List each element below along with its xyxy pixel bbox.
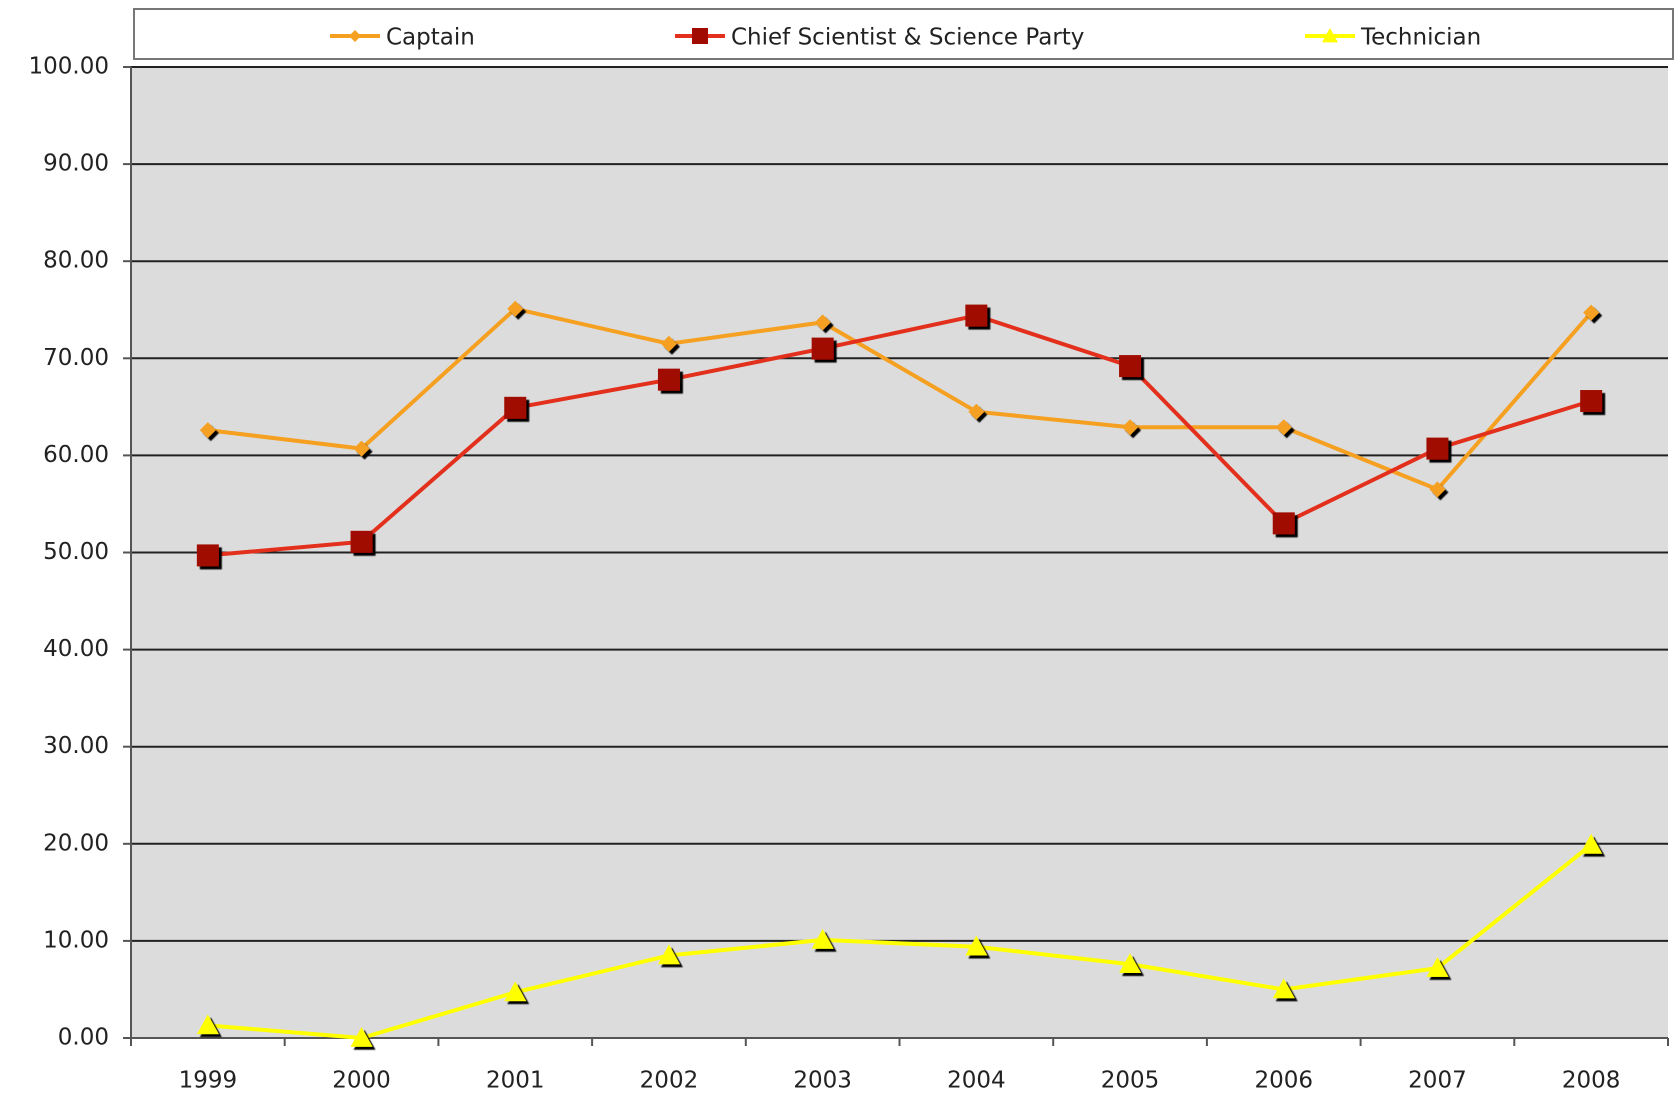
y-tick-label: 20.00	[43, 830, 109, 856]
data-point	[657, 368, 680, 391]
x-tick-label: 2004	[947, 1068, 1006, 1094]
data-point	[1275, 419, 1292, 436]
legend-marker	[1322, 28, 1338, 43]
data-point	[1272, 512, 1295, 535]
y-tick-label: 70.00	[43, 345, 109, 371]
x-tick-label: 2008	[1562, 1068, 1621, 1094]
x-tick-label: 2000	[332, 1068, 391, 1094]
data-point	[1426, 437, 1449, 460]
data-point	[1583, 304, 1600, 321]
legend-marker	[692, 28, 708, 44]
x-tick-label: 1999	[179, 1068, 238, 1094]
data-point	[811, 928, 834, 949]
data-point	[350, 1027, 373, 1047]
data-point	[507, 300, 524, 317]
data-point	[1580, 390, 1603, 413]
data-point	[350, 530, 373, 553]
legend-label: Technician	[1360, 25, 1481, 51]
y-tick-label: 100.00	[29, 54, 109, 80]
data-point	[811, 337, 834, 360]
data-point	[968, 403, 985, 420]
y-tick-label: 80.00	[43, 248, 109, 274]
data-point	[504, 981, 527, 1002]
y-tick-label: 30.00	[43, 733, 109, 759]
data-point	[965, 935, 988, 956]
x-tick-label: 2006	[1254, 1068, 1313, 1094]
data-point	[353, 440, 370, 457]
data-point	[504, 396, 527, 419]
data-point	[1426, 957, 1449, 977]
y-tick-label: 0.00	[58, 1025, 109, 1051]
y-tick-label: 40.00	[43, 636, 109, 662]
x-tick-label: 2005	[1101, 1068, 1160, 1094]
data-point	[965, 304, 988, 327]
series-line	[207, 313, 1592, 558]
data-point	[657, 944, 680, 965]
x-tick-label: 2007	[1408, 1068, 1467, 1094]
data-point	[814, 314, 831, 331]
data-point	[199, 422, 216, 439]
data-point	[1119, 355, 1142, 378]
x-tick-label: 2002	[640, 1068, 699, 1094]
series-line	[207, 843, 1593, 1041]
legend-marker	[349, 30, 361, 42]
y-tick-label: 90.00	[43, 151, 109, 177]
data-point	[196, 1014, 219, 1035]
data-point	[1429, 481, 1446, 498]
x-tick-label: 2003	[793, 1068, 852, 1094]
legend-label: Captain	[386, 25, 475, 51]
data-point	[1119, 953, 1142, 974]
legend-label: Chief Scientist & Science Party	[731, 25, 1084, 51]
data-point	[1122, 419, 1139, 436]
data-point	[1580, 833, 1603, 854]
x-tick-label: 2001	[486, 1068, 545, 1094]
data-point	[660, 335, 677, 352]
data-point	[196, 544, 219, 567]
y-tick-label: 50.00	[43, 539, 109, 565]
series-line	[207, 306, 1593, 492]
legend-box	[133, 8, 1674, 60]
y-tick-label: 60.00	[43, 442, 109, 468]
y-tick-label: 10.00	[43, 927, 109, 953]
data-point	[1272, 978, 1295, 999]
